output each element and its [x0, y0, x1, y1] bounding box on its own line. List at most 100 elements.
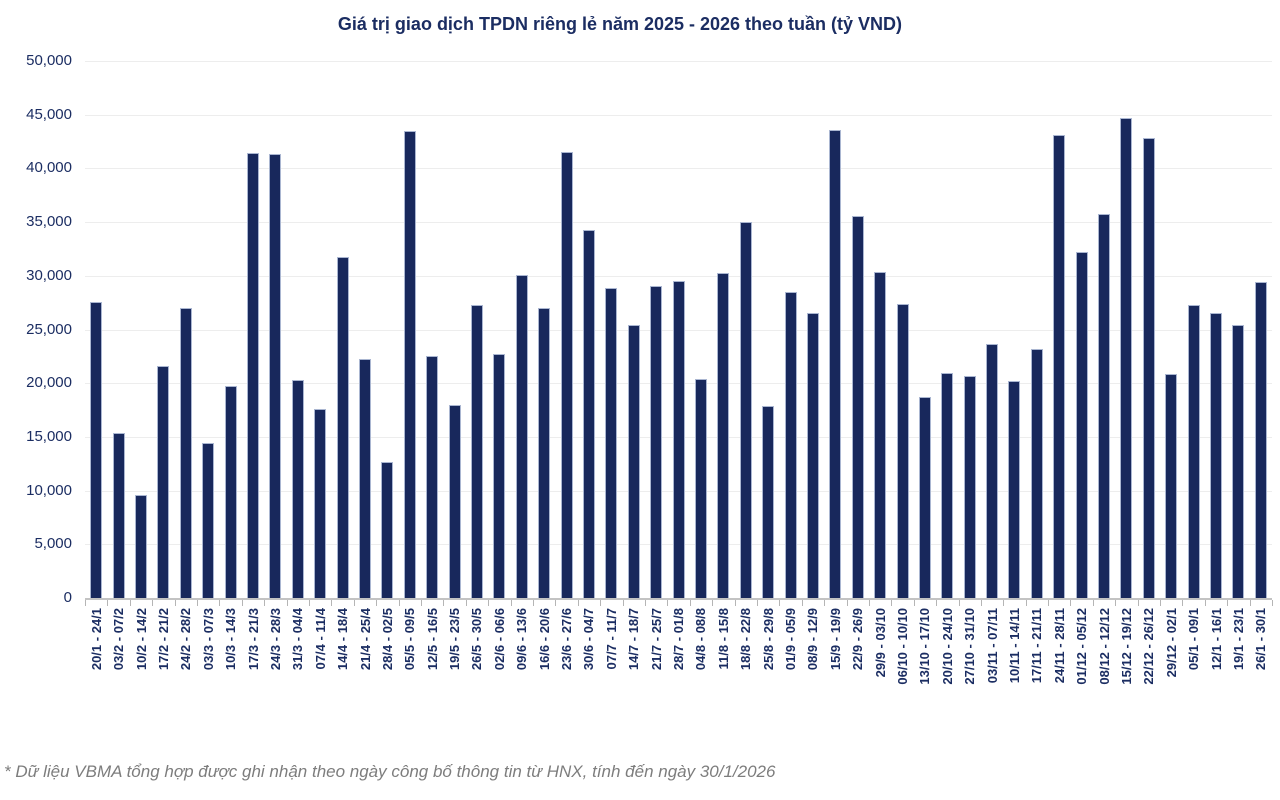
x-axis-label: 07/4 - 11/4	[312, 608, 328, 670]
gridline	[85, 222, 1272, 224]
x-axis-label: 20/1 - 24/1	[88, 608, 104, 671]
x-axis-label: 26/1 - 30/1	[1253, 608, 1269, 671]
x-axis-label: 08/9 - 12/9	[805, 608, 821, 671]
x-axis-label: 30/6 - 04/7	[581, 608, 597, 671]
x-axis-label: 03/11 - 07/11	[984, 608, 1000, 684]
bar	[1053, 135, 1066, 598]
x-axis-label: 22/9 - 26/9	[850, 608, 866, 671]
bar	[493, 354, 506, 598]
bar	[336, 256, 349, 598]
x-axis-label: 07/7 - 11/7	[603, 608, 619, 670]
bar	[1098, 213, 1110, 598]
bar	[762, 405, 775, 598]
x-axis-tick	[1092, 600, 1094, 606]
x-axis-label: 04/8 - 08/8	[693, 608, 709, 671]
gridline	[85, 168, 1272, 170]
x-axis-tick	[577, 600, 579, 606]
x-axis-label: 15/12 - 19/12	[1118, 608, 1134, 685]
bar	[314, 409, 327, 598]
x-axis-tick	[331, 600, 333, 606]
x-axis-label: 16/6 - 20/6	[536, 608, 552, 671]
bar	[1075, 252, 1088, 598]
x-axis-tick	[779, 600, 781, 606]
bar	[359, 358, 371, 598]
x-axis-tick	[689, 600, 691, 606]
x-axis-label: 15/9 - 19/9	[827, 608, 843, 671]
bar	[963, 375, 976, 598]
bar	[605, 287, 618, 598]
x-axis-tick	[980, 600, 982, 606]
x-axis-tick	[667, 600, 669, 606]
y-axis-label: 10,000	[26, 481, 72, 499]
bar	[157, 366, 170, 598]
x-axis-tick	[1048, 600, 1049, 606]
x-axis-tick	[1182, 600, 1184, 606]
x-axis-tick	[107, 600, 109, 606]
y-axis-label: 25,000	[26, 320, 72, 338]
bar	[627, 325, 640, 598]
bar	[784, 291, 797, 598]
x-axis-label: 25/8 - 29/8	[760, 608, 776, 671]
bar	[1165, 373, 1178, 598]
x-axis-tick	[376, 600, 378, 606]
bar	[1008, 381, 1021, 598]
x-axis-tick	[532, 600, 534, 606]
bar	[851, 215, 864, 598]
x-axis-label: 19/1 - 23/1	[1230, 608, 1246, 671]
bar	[291, 380, 304, 598]
bar	[515, 274, 528, 598]
x-axis-tick	[443, 600, 445, 606]
x-axis-label: 24/11 - 28/11	[1051, 608, 1067, 684]
bar	[829, 129, 842, 598]
x-axis-tick	[465, 600, 467, 606]
x-axis-tick	[353, 600, 355, 606]
x-axis-label: 24/2 - 28/2	[178, 608, 194, 671]
x-axis-label: 08/12 - 12/12	[1096, 608, 1112, 685]
x-axis-tick	[846, 600, 848, 606]
y-axis-label: 50,000	[26, 52, 72, 69]
x-axis-label: 13/10 - 17/10	[917, 608, 933, 685]
bar	[672, 281, 685, 598]
y-axis-label: 35,000	[26, 213, 72, 231]
y-axis-label: 15,000	[26, 427, 72, 445]
bar	[986, 343, 998, 598]
x-axis-tick	[824, 600, 826, 606]
y-axis-label: 5,000	[34, 535, 72, 553]
x-axis-label: 26/5 - 30/5	[469, 608, 485, 671]
plot-area: 0 5,000 10,000 15,000 20,000 25,000 30,000 35,0…	[26, 52, 1273, 685]
x-axis-tick	[129, 600, 131, 606]
bar	[694, 378, 707, 598]
x-axis-label: 11/8 - 15/8	[715, 608, 731, 670]
bar	[1232, 325, 1245, 598]
x-axis-label: 05/1 - 09/1	[1186, 608, 1202, 671]
footnote: * Dữ liệu VBMA tổng hợp được ghi nhận th…	[4, 762, 776, 781]
x-axis-label: 27/10 - 31/10	[962, 608, 978, 685]
x-axis-tick	[1227, 600, 1229, 606]
bar	[247, 153, 259, 598]
bar	[1210, 313, 1222, 598]
x-axis-line	[85, 598, 1272, 600]
bar	[582, 229, 595, 598]
gridline	[85, 275, 1272, 277]
x-axis-tick	[734, 600, 736, 606]
x-axis-label: 17/3 - 21/3	[245, 608, 261, 671]
x-axis-label: 10/2 - 14/2	[133, 608, 149, 671]
x-axis-tick	[264, 600, 266, 606]
bar	[1142, 138, 1155, 598]
x-axis-label: 18/8 - 22/8	[738, 608, 754, 671]
x-axis-label: 10/11 - 14/11	[1006, 608, 1022, 684]
x-axis-label: 10/3 - 14/3	[223, 608, 239, 671]
x-axis-label: 01/9 - 05/9	[783, 608, 798, 671]
x-axis-label: 12/1 - 16/1	[1208, 608, 1224, 671]
bar	[739, 222, 752, 598]
x-axis-tick	[891, 600, 893, 606]
x-axis-tick	[936, 600, 938, 606]
x-axis-label: 14/4 - 18/4	[335, 608, 351, 671]
x-axis-tick	[801, 600, 803, 606]
bar	[112, 432, 125, 598]
x-axis-tick	[197, 600, 198, 606]
x-axis-label: 31/3 - 04/4	[290, 608, 306, 671]
x-axis-label: 28/7 - 01/8	[671, 608, 686, 671]
x-axis-tick	[1115, 600, 1117, 606]
